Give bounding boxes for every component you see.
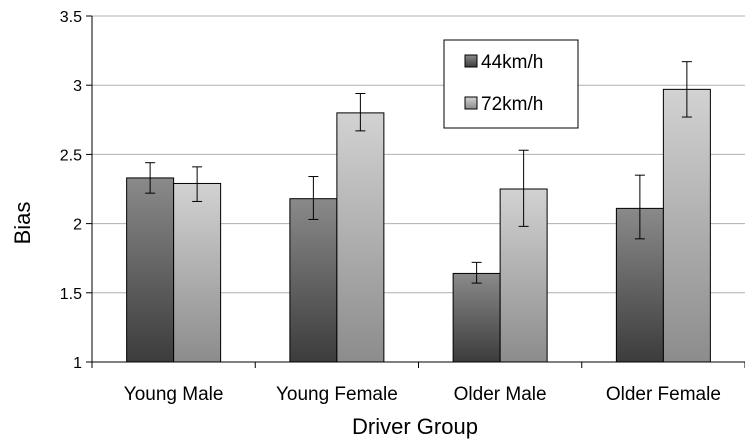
bar (336, 112, 385, 363)
legend-label-44kmh: 44km/h (481, 52, 543, 73)
bar (662, 88, 711, 363)
x-axis-title: Driver Group (352, 414, 478, 439)
legend-swatch-72kmh (464, 96, 478, 110)
bar (289, 198, 338, 363)
y-tick-label: 2.5 (60, 147, 82, 164)
axes (86, 15, 745, 368)
legend-label-72kmh: 72km/h (481, 94, 543, 115)
y-tick-label: 1.5 (60, 286, 82, 303)
x-category-label: Young Male (124, 384, 224, 405)
tick-labels: 1 1.5 2 2.5 3 3.5 Young Male Young Female Older … (60, 9, 721, 405)
y-tick-label: 3.5 (60, 9, 82, 26)
x-category-label: Older Female (606, 384, 721, 405)
bar (452, 272, 501, 363)
bars (126, 88, 711, 363)
y-axis-title: Bias (10, 202, 35, 245)
bar (126, 177, 175, 363)
y-tick-label: 2 (73, 217, 82, 234)
error-bars (145, 61, 692, 284)
x-category-label: Older Male (454, 384, 547, 405)
x-category-label: Young Female (276, 384, 398, 405)
legend-swatch-44kmh (464, 54, 478, 68)
legend: 44km/h 72km/h (443, 39, 579, 129)
y-tick-label: 1 (73, 355, 82, 372)
bar (173, 182, 222, 363)
y-tick-label: 3 (73, 78, 82, 95)
